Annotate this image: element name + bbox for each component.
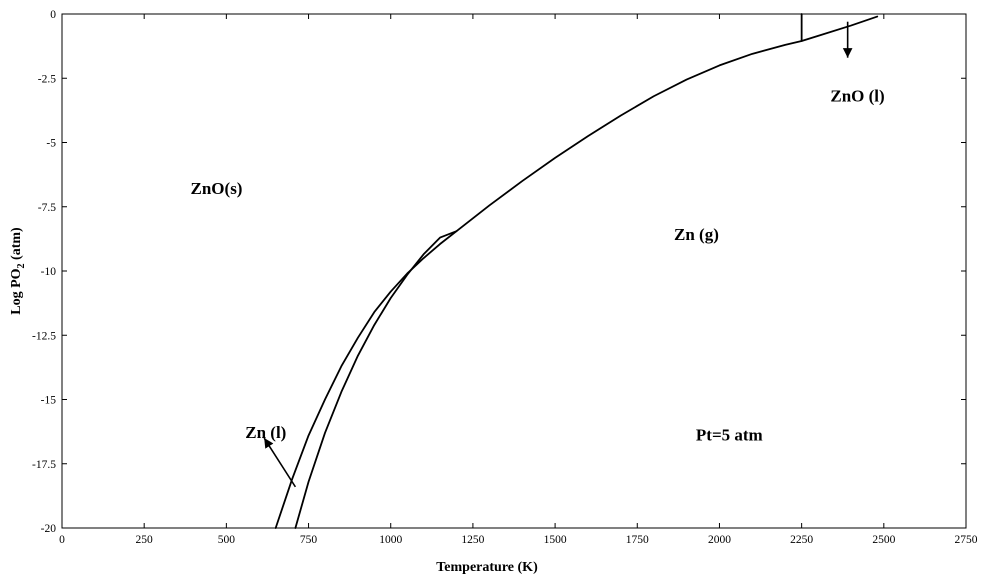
y-tick-label: -2.5 xyxy=(38,73,56,85)
series-layer xyxy=(274,13,879,529)
x-tick-label: 2000 xyxy=(708,534,731,546)
x-tick-label: 750 xyxy=(300,534,318,546)
y-tick-label: 0 xyxy=(50,9,56,21)
x-axis-ticks: 0 250 500 750 1000 1250 1500 1750 2000 2250 2500 27… xyxy=(59,14,978,546)
x-axis-title: Temperature (K) xyxy=(436,560,538,575)
region-label: Zn (g) xyxy=(674,225,719,244)
y-axis-title-subscript: 2 xyxy=(16,263,27,268)
region-label: Pt=5 atm xyxy=(696,426,763,445)
annotation-arrow-1 xyxy=(263,437,297,488)
y-axis-title-unit: (atm) xyxy=(9,227,24,263)
annotation-layer: ZnO(s) Zn (g) ZnO (l) Zn (l) Pt=5 atm xyxy=(191,21,885,488)
x-tick-label: 1500 xyxy=(544,534,567,546)
x-tick-label: 2500 xyxy=(872,534,895,546)
x-tick-label: 500 xyxy=(218,534,236,546)
x-tick-label: 2250 xyxy=(790,534,813,546)
y-tick-label: -12.5 xyxy=(32,330,56,342)
y-tick-label: -10 xyxy=(41,266,57,278)
y-axis-title-main: Log PO xyxy=(9,268,24,314)
phase-boundary-line-1 xyxy=(274,15,879,529)
region-label: ZnO (l) xyxy=(830,86,884,105)
x-tick-label: 1750 xyxy=(626,534,649,546)
x-tick-label: 0 xyxy=(59,534,65,546)
y-axis-title: Log PO2 (atm) xyxy=(9,227,27,315)
y-axis-ticks: 0 -2.5 -5 -7.5 -10 -12.5 -15 -17.5 -20 xyxy=(32,9,966,535)
x-tick-label: 1000 xyxy=(379,534,402,546)
region-label: Zn (l) xyxy=(245,423,286,442)
x-tick-label: 250 xyxy=(136,534,154,546)
y-tick-label: -5 xyxy=(46,138,56,150)
x-tick-label: 1250 xyxy=(461,534,484,546)
phase-boundary-line-2 xyxy=(294,230,458,529)
y-tick-label: -17.5 xyxy=(32,459,56,471)
y-tick-label: -20 xyxy=(41,523,57,535)
region-label: ZnO(s) xyxy=(191,179,243,198)
x-tick-label: 2750 xyxy=(955,534,978,546)
y-tick-label: -7.5 xyxy=(38,202,56,214)
y-tick-label: -15 xyxy=(41,395,57,407)
plot-area-frame xyxy=(61,13,967,529)
